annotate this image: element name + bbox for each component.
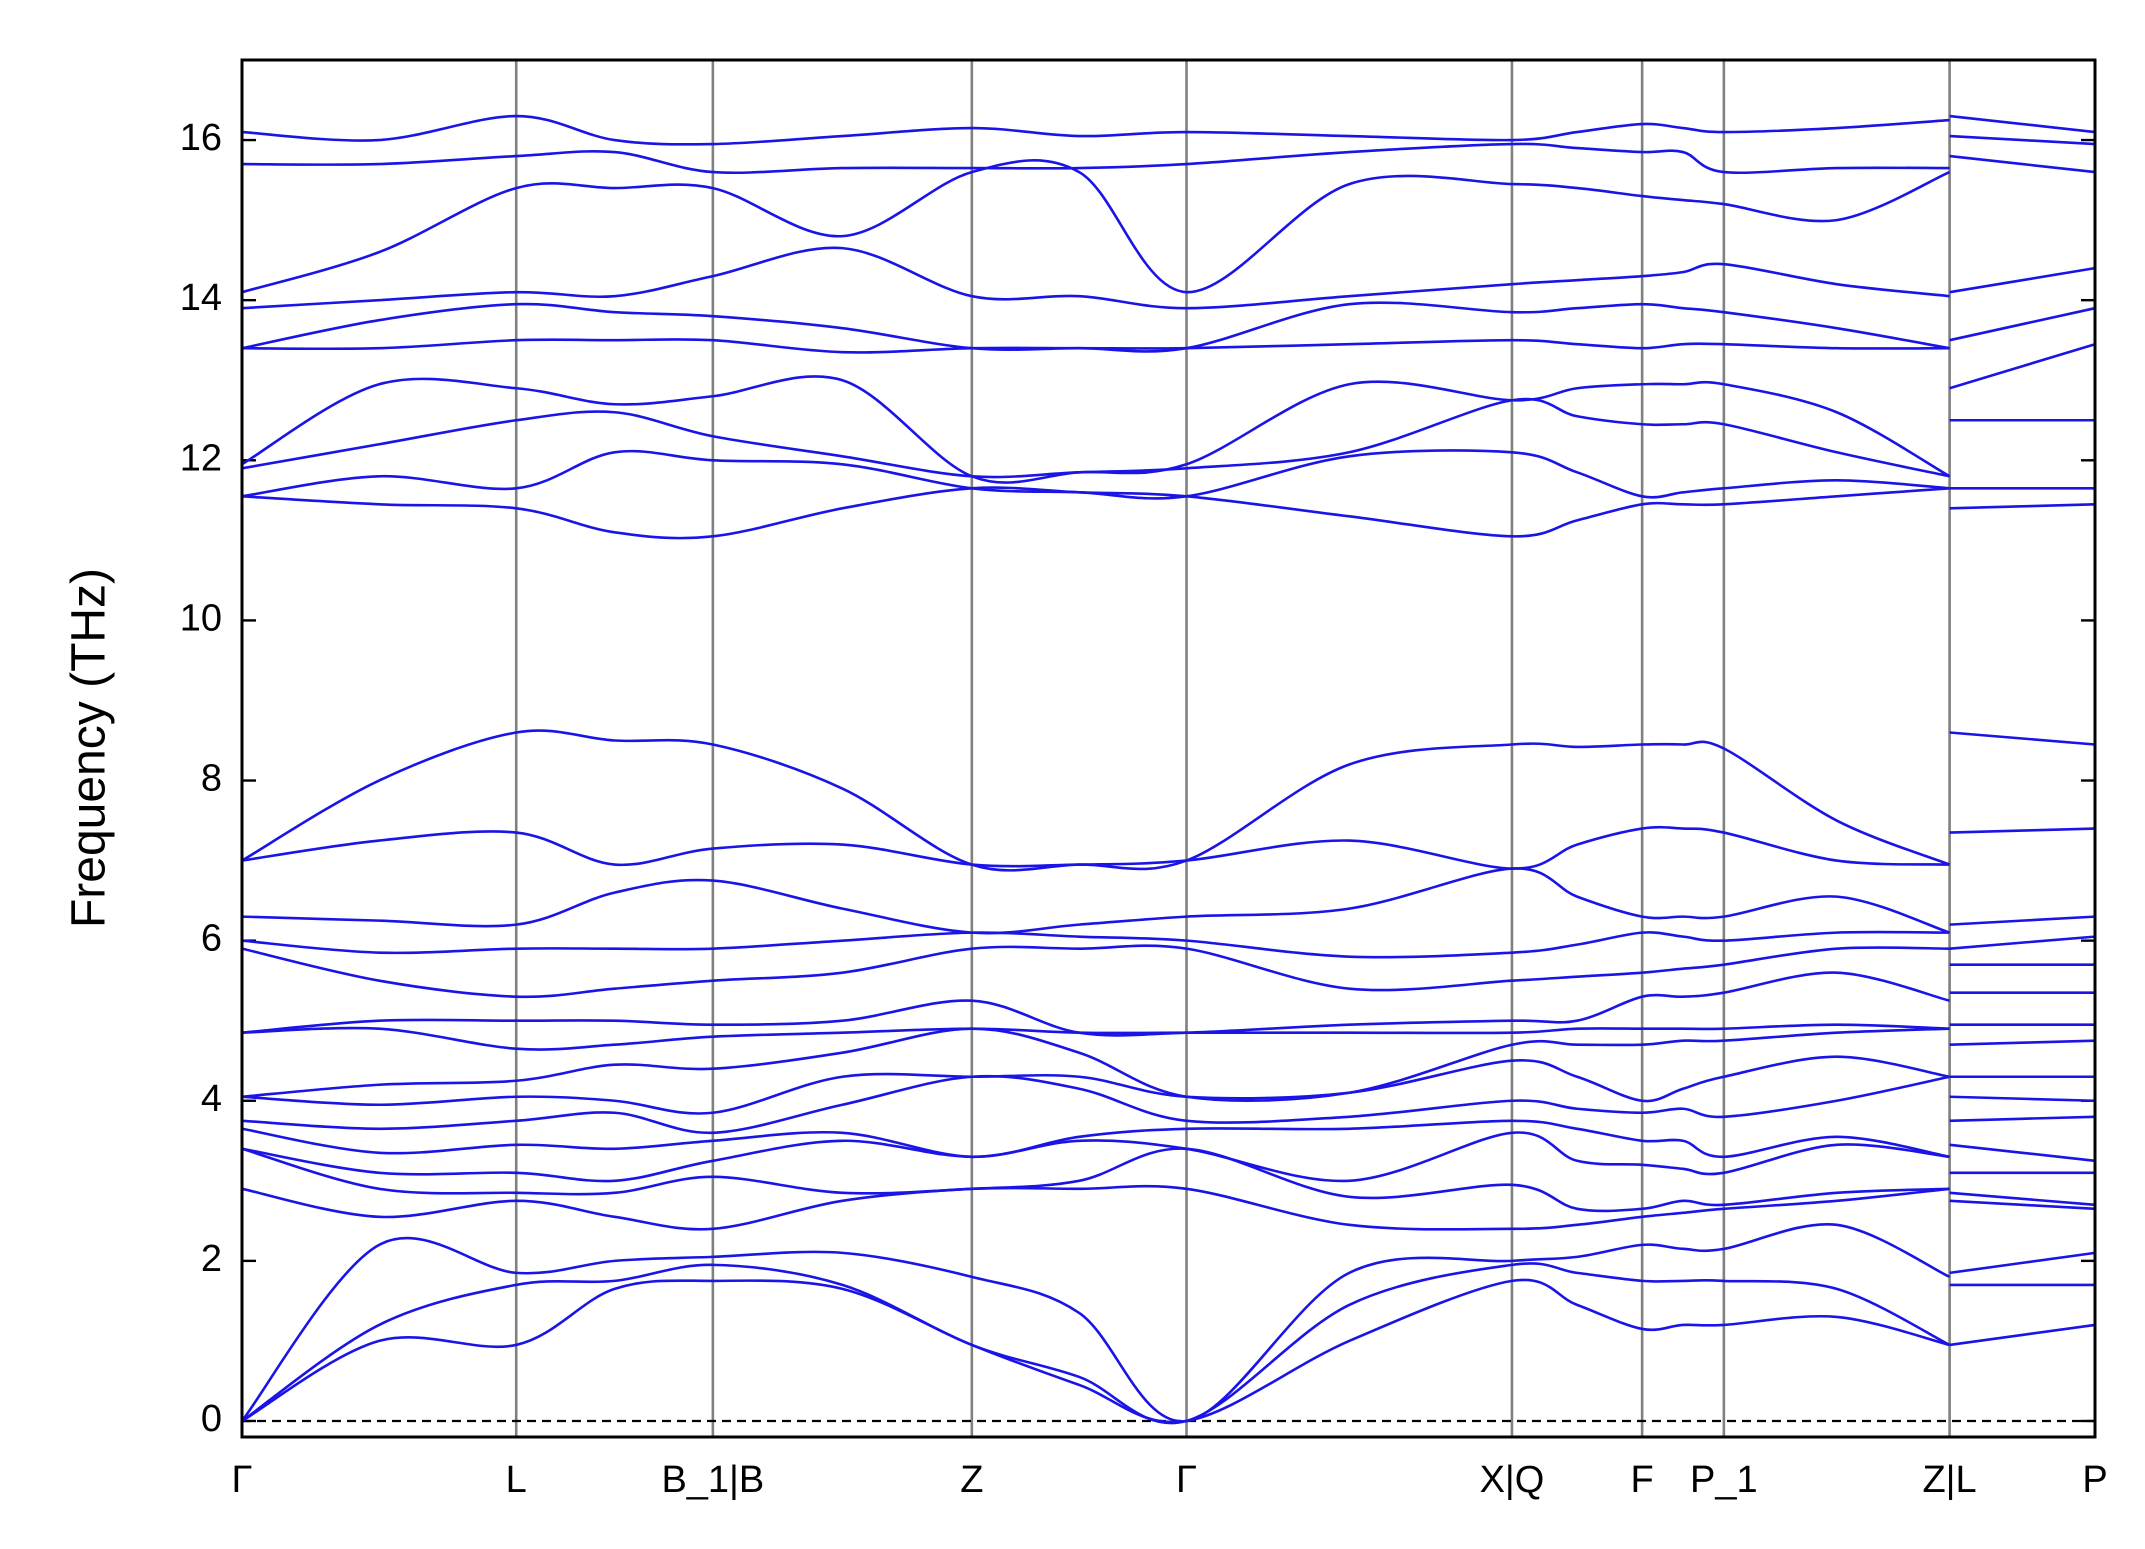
band-line [241, 338, 2096, 390]
band-line [240, 1222, 2096, 1423]
band-line [241, 1023, 2096, 1051]
band-line [241, 971, 2095, 1037]
x-tick-label: F [1631, 1459, 1654, 1501]
x-tick-label: Γ [232, 1459, 253, 1501]
y-tick-label: 4 [201, 1078, 222, 1120]
y-tick-label: 12 [180, 437, 222, 479]
band-line [241, 1184, 2096, 1231]
y-tick-label: 16 [180, 117, 222, 159]
band-line [241, 114, 2096, 146]
band-line [241, 134, 2096, 175]
x-tick-label: B_1|B [661, 1459, 764, 1501]
x-tick-label: L [506, 1459, 527, 1501]
band-line [241, 1119, 2096, 1163]
band-line [241, 375, 2095, 484]
band-line [241, 825, 2096, 926]
band-line [241, 930, 2095, 966]
x-tick-label: Z|L [1922, 1459, 1976, 1501]
band-line [241, 1262, 2095, 1425]
plot-frame [240, 58, 2097, 1439]
y-tick-label: 14 [180, 277, 222, 319]
y-tick-label: 6 [201, 918, 222, 960]
y-tick-label: 0 [201, 1398, 222, 1440]
y-tick-label: 2 [201, 1238, 222, 1280]
band-line [241, 154, 2096, 294]
band-line [241, 1131, 2095, 1183]
y-tick-label: 10 [180, 597, 222, 639]
band-line [241, 1147, 2096, 1213]
band-line [241, 301, 2096, 353]
band-line [241, 449, 2096, 510]
band-line [241, 1027, 2095, 1103]
x-tick-label: X|Q [1480, 1459, 1545, 1501]
band-line [241, 867, 2096, 950]
y-tick-label: 8 [201, 758, 222, 800]
x-tick-label: P_1 [1690, 1459, 1758, 1501]
y-axis-label: Frequency (THz) [63, 568, 116, 928]
band-line [241, 729, 2096, 872]
band-line [241, 397, 2095, 490]
x-tick-label: P [2082, 1459, 2107, 1501]
band-line [241, 944, 2095, 999]
band-line [241, 1074, 2096, 1135]
x-tick-label: Γ [1176, 1459, 1197, 1501]
band-line [241, 1055, 2096, 1115]
band-line [241, 1278, 2096, 1424]
band-line [241, 486, 2096, 746]
band-line [241, 246, 2096, 310]
x-tick-label: Z [960, 1459, 983, 1501]
